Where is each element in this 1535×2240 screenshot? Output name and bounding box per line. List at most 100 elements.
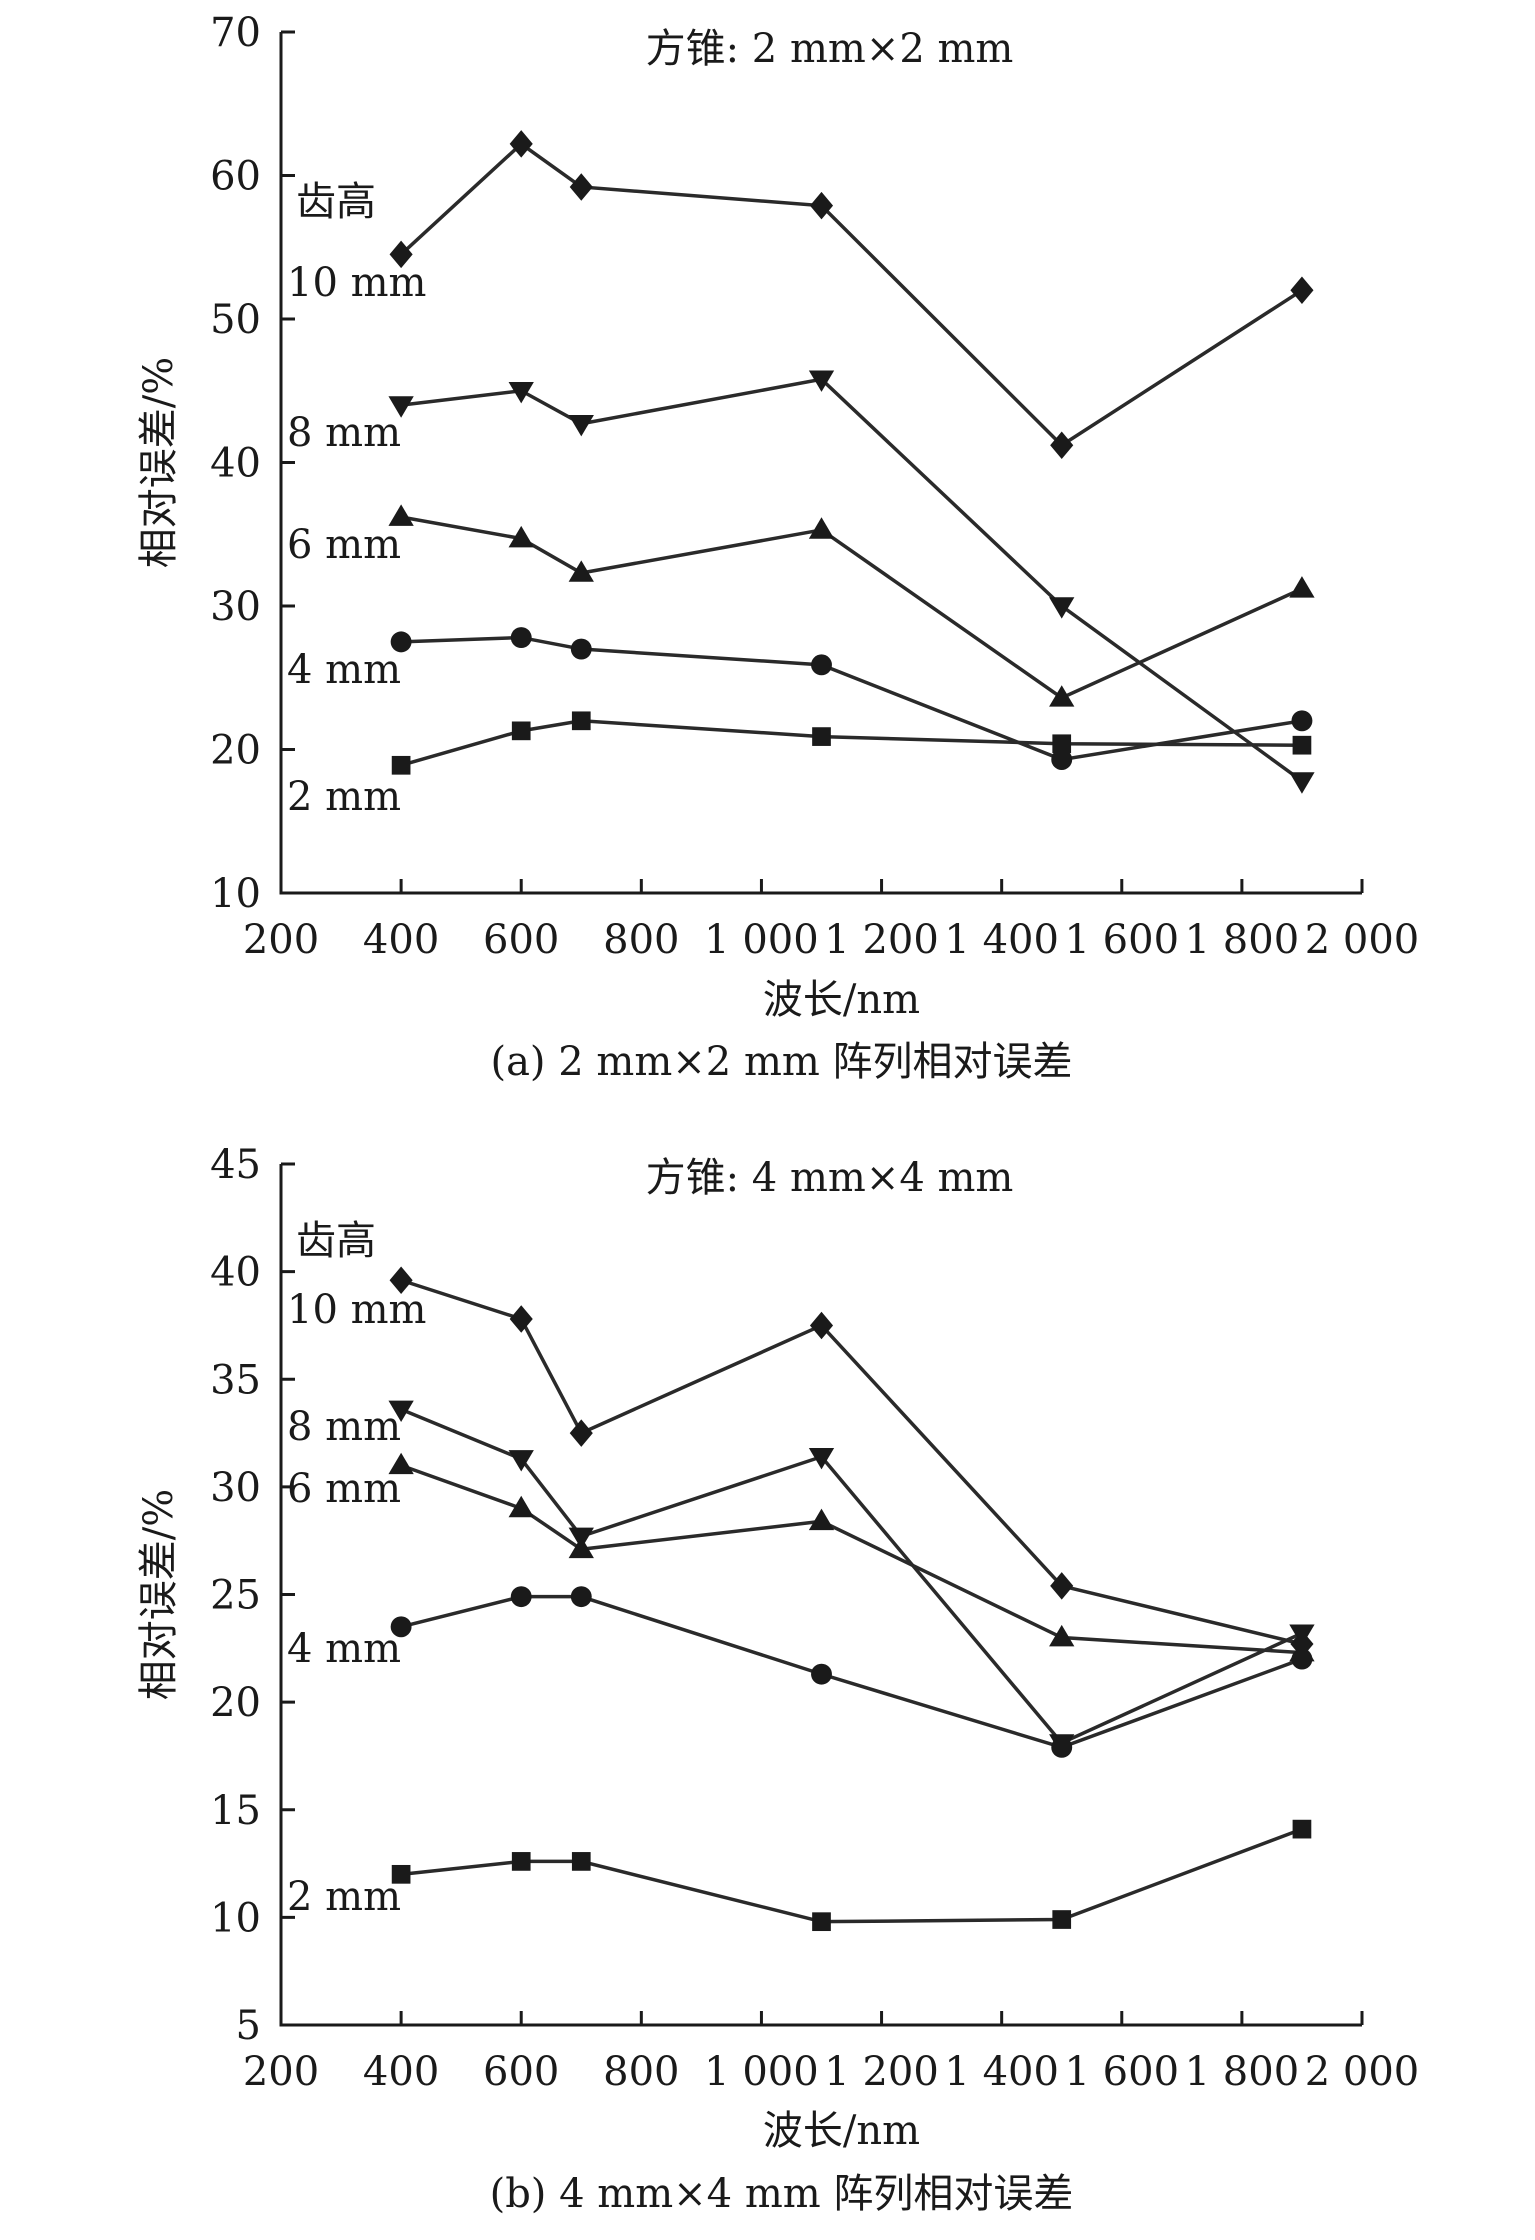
data-point-circle	[1051, 749, 1073, 770]
series-label: 10 mm	[287, 260, 426, 306]
data-point-circle	[570, 638, 592, 660]
data-point-triangle-up	[808, 517, 835, 539]
x-tick-label: 1 200	[824, 917, 939, 963]
data-point-diamond	[1050, 431, 1074, 460]
data-point-circle	[390, 1616, 412, 1638]
data-point-circle	[510, 1586, 532, 1608]
y-tick-label: 45	[210, 1142, 261, 1188]
data-point-diamond	[569, 173, 593, 201]
data-point-square	[812, 727, 831, 746]
y-tick-label: 30	[210, 584, 261, 630]
y-tick-label: 50	[210, 297, 261, 343]
y-tick-label: 15	[210, 1788, 261, 1834]
data-point-circle	[811, 654, 832, 676]
data-point-diamond	[389, 1266, 413, 1294]
x-tick-label: 1 600	[1065, 917, 1180, 963]
series-10mm: 10 mm	[287, 1266, 1314, 1658]
panel-caption: (b) 4 mm×4 mm 阵列相对误差	[490, 2171, 1074, 2217]
y-tick-label: 25	[210, 1573, 261, 1619]
data-point-triangle-up	[1289, 576, 1315, 598]
y-tick-label: 5	[236, 2003, 261, 2049]
series-4mm: 4 mm	[287, 627, 1313, 770]
x-tick-label: 1 600	[1065, 2049, 1180, 2095]
series-line	[399, 141, 1303, 448]
series-line	[400, 719, 1302, 767]
data-point-triangle-up	[508, 525, 534, 548]
y-tick-label: 40	[210, 441, 261, 487]
data-point-circle	[570, 1586, 592, 1608]
series-2mm: 2 mm	[287, 1819, 1312, 1932]
series-label: 2 mm	[287, 1874, 401, 1920]
data-point-diamond	[1290, 276, 1314, 305]
x-axis-title: 波长/nm	[763, 977, 920, 1023]
y-axis-title: 相对误差/%	[136, 1489, 182, 1700]
data-point-triangle-down	[808, 1447, 835, 1470]
y-tick-label: 30	[210, 1465, 261, 1511]
x-tick-label: 1 800	[1185, 917, 1300, 963]
data-point-square	[571, 1852, 591, 1871]
data-point-triangle-down	[388, 1400, 414, 1423]
x-tick-label: 1 400	[944, 2049, 1059, 2095]
data-point-triangle-up	[388, 1452, 414, 1475]
series-label: 6 mm	[287, 522, 401, 568]
series-label: 4 mm	[287, 647, 401, 693]
panel-a: 10 20 30 40 50 60 70 200 400 600 800 1 000 1 200 1 40…	[136, 10, 1419, 1085]
data-point-square	[511, 1852, 531, 1871]
y-tick-label: 10	[210, 871, 261, 917]
data-point-circle	[1291, 710, 1313, 732]
data-point-square	[1292, 1819, 1312, 1839]
x-tick-label: 200	[243, 2049, 319, 2095]
data-point-diamond	[809, 1311, 834, 1340]
series-line	[400, 1407, 1303, 1746]
series-6mm: 6 mm	[287, 1452, 1315, 1662]
series-label: 6 mm	[287, 1466, 401, 1512]
data-point-diamond	[509, 130, 533, 158]
series-label: 8 mm	[287, 1404, 401, 1450]
data-point-diamond	[389, 240, 413, 269]
y-tick-label: 35	[210, 1357, 261, 1403]
legend-title: 齿高	[296, 179, 376, 225]
x-tick-label: 800	[603, 2049, 679, 2095]
y-tick-label: 40	[210, 1250, 261, 1296]
x-tick-label: 600	[483, 2049, 559, 2095]
series-line	[400, 1463, 1303, 1655]
series-label: 8 mm	[287, 410, 401, 456]
series-line	[400, 1827, 1303, 1924]
y-tick-label: 70	[210, 10, 261, 56]
data-point-diamond	[509, 1305, 533, 1333]
data-point-triangle-up	[508, 1495, 534, 1518]
data-point-square	[1052, 734, 1072, 754]
x-tick-label: 400	[363, 2049, 439, 2095]
series-label: 4 mm	[287, 1626, 401, 1672]
x-axis-title: 波长/nm	[763, 2108, 920, 2154]
data-point-triangle-up	[808, 1508, 835, 1531]
data-point-triangle-down	[388, 396, 414, 418]
y-tick-label: 20	[210, 1680, 261, 1726]
inset-title: 方锥: 2 mm×2 mm	[646, 26, 1014, 72]
series-label: 10 mm	[287, 1287, 426, 1333]
x-tick-label: 200	[243, 917, 319, 963]
x-tick-label: 400	[363, 917, 439, 963]
data-point-triangle-down	[808, 370, 835, 392]
data-point-triangle-down	[1289, 772, 1315, 794]
data-point-circle	[510, 627, 532, 649]
x-tick-label: 1 400	[944, 917, 1059, 963]
data-point-triangle-down	[1289, 1624, 1315, 1646]
data-point-diamond	[1050, 1572, 1074, 1600]
data-point-diamond	[809, 191, 834, 220]
x-tick-label: 1 000	[704, 2049, 819, 2095]
series-6mm: 6 mm	[287, 504, 1315, 707]
data-point-diamond	[569, 1419, 593, 1447]
data-point-circle	[1291, 1648, 1313, 1670]
y-tick-label: 20	[210, 728, 261, 774]
legend-title: 齿高	[296, 1218, 376, 1264]
data-point-square	[391, 755, 411, 775]
inset-title: 方锥: 4 mm×4 mm	[646, 1155, 1014, 1201]
series-line	[400, 1278, 1303, 1646]
data-point-circle	[390, 631, 412, 653]
data-point-circle	[811, 1663, 832, 1685]
data-point-triangle-down	[1049, 597, 1075, 619]
series-4mm: 4 mm	[287, 1586, 1313, 1758]
